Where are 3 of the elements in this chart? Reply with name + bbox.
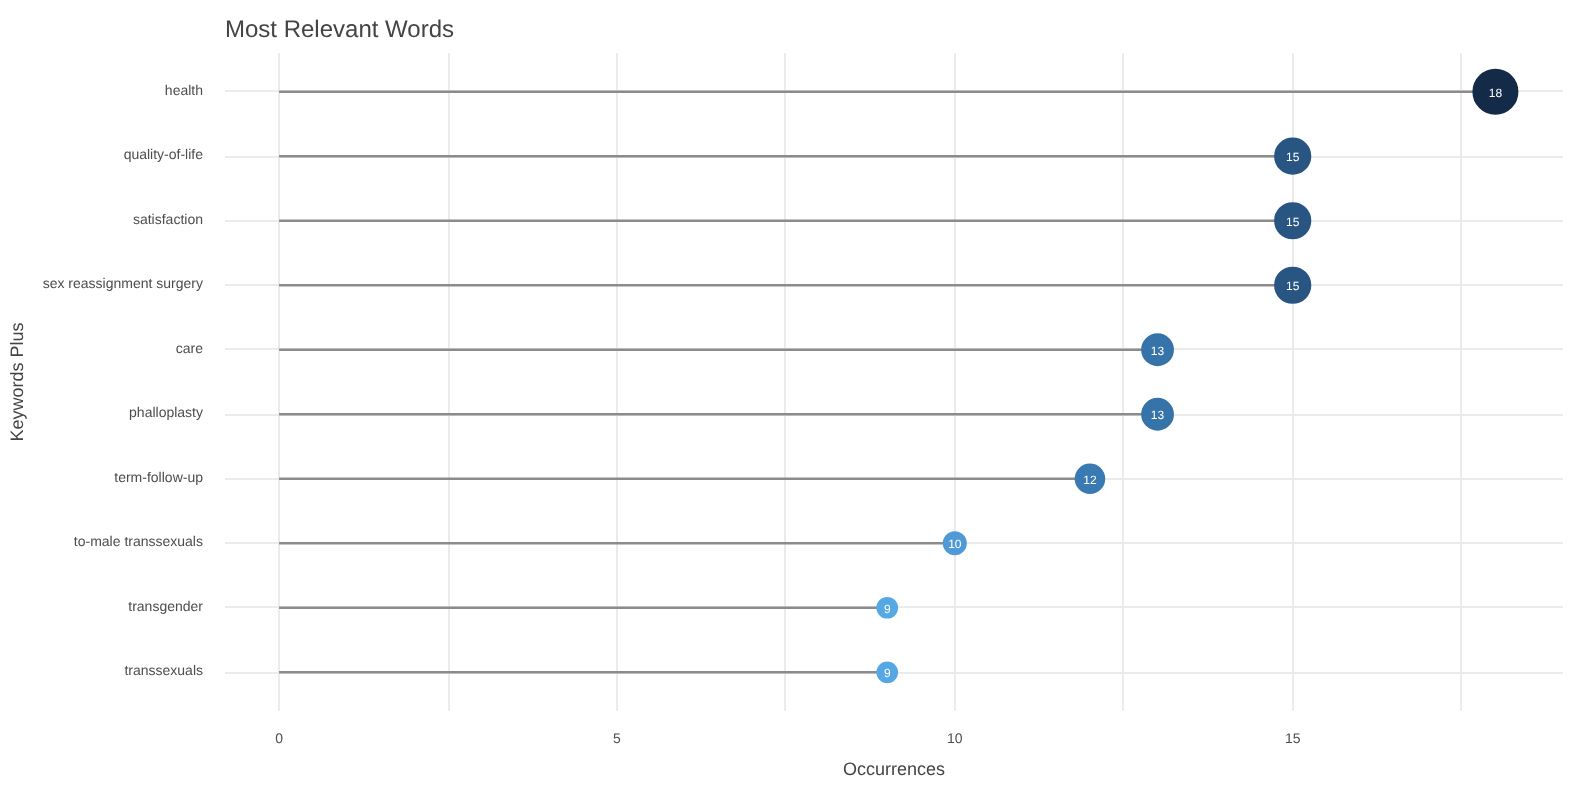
y-axis-title: Keywords Plus — [6, 321, 27, 442]
x-axis-title: Occurrences — [842, 759, 947, 779]
chart-title: Most Relevant Words — [225, 15, 454, 43]
